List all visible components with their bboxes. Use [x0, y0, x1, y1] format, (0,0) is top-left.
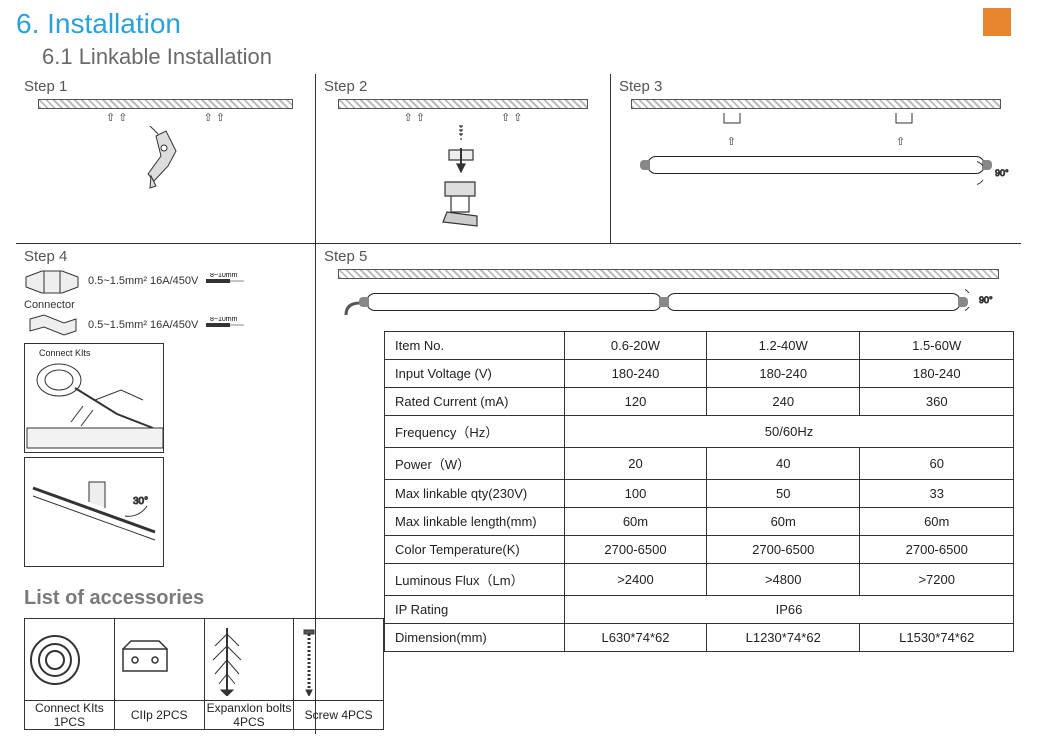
- spec-cell: L630*74*62: [565, 624, 707, 652]
- acc-label: Connect KIts 1PCS: [25, 701, 115, 730]
- spec-row-label: Luminous Flux（Lm）: [385, 564, 565, 596]
- spec-cell: 40: [706, 448, 860, 480]
- svg-text:90°: 90°: [995, 168, 1009, 178]
- spec-row-label: Rated Current (mA): [385, 388, 565, 416]
- step-5: Step 5 90° Item No.0.6-20W1.2-40W1.5-60W…: [316, 244, 1021, 734]
- rotation-icon: 90°: [977, 158, 1015, 192]
- step-3: Step 3 ⇧⇧ 90°: [611, 74, 1021, 244]
- spec-cell: 2700-6500: [706, 536, 860, 564]
- connector-b-icon: [24, 313, 82, 337]
- spec-text: 0.5~1.5mm² 16A/450V: [88, 275, 198, 287]
- acc-label: Expanxlon bolts 4PCS: [204, 701, 294, 730]
- spec-row-label: Input Voltage (V): [385, 360, 565, 388]
- step-4: Step 4 0.5~1.5mm² 16A/450V 8~10mm Connec…: [16, 244, 316, 734]
- ceiling: [38, 99, 293, 109]
- spec-cell: 60m: [706, 508, 860, 536]
- spec-cell: 0.6-20W: [565, 332, 707, 360]
- arrows: ⇧⇧: [619, 135, 1013, 148]
- spec-cell: >4800: [706, 564, 860, 596]
- spec-cell: >2400: [565, 564, 707, 596]
- spec-cell: 180-240: [706, 360, 860, 388]
- steps-row-2: Step 4 0.5~1.5mm² 16A/450V 8~10mm Connec…: [16, 244, 1033, 734]
- spec-text: 0.5~1.5mm² 16A/450V: [88, 319, 198, 331]
- step-2-label: Step 2: [324, 78, 602, 95]
- spec-row-label: Dimension(mm): [385, 624, 565, 652]
- step-5-label: Step 5: [324, 248, 1013, 265]
- accessories-title: List of accessories: [24, 587, 307, 610]
- spec-row-label: Item No.: [385, 332, 565, 360]
- spec-cell: 60m: [860, 508, 1014, 536]
- fixture: [647, 156, 986, 174]
- spec-cell: 60: [860, 448, 1014, 480]
- step-2: Step 2 ⇧ ⇧⇧ ⇧: [316, 74, 611, 244]
- orange-square: [983, 8, 1011, 36]
- svg-text:8~10mm: 8~10mm: [210, 273, 238, 279]
- spec-table: Item No.0.6-20W1.2-40W1.5-60W Input Volta…: [384, 331, 1014, 652]
- spec-cell: 180-240: [860, 360, 1014, 388]
- steps-row-1: Step 1 ⇧ ⇧⇧ ⇧ Step 2 ⇧ ⇧⇧ ⇧: [16, 74, 1033, 244]
- section-title: 6. Installation: [16, 8, 1033, 40]
- spec-cell: L1530*74*62: [860, 624, 1014, 652]
- spec-cell: >7200: [860, 564, 1014, 596]
- svg-text:8~10mm: 8~10mm: [210, 317, 238, 323]
- svg-text:30°: 30°: [133, 496, 148, 507]
- ceiling: [631, 99, 1001, 109]
- spec-cell: IP66: [565, 596, 1014, 624]
- spec-cell: 180-240: [565, 360, 707, 388]
- fixture: [666, 293, 962, 311]
- spec-row-label: Power（W）: [385, 448, 565, 480]
- rotation-icon: 90°: [965, 285, 999, 319]
- spec-cell: 50/60Hz: [565, 416, 1014, 448]
- acc-icon-expansion-bolt: [204, 619, 294, 701]
- spec-cell: 240: [706, 388, 860, 416]
- spec-cell: 60m: [565, 508, 707, 536]
- spec-cell: 120: [565, 388, 707, 416]
- ceiling: [338, 99, 588, 109]
- svg-text:90°: 90°: [979, 295, 993, 305]
- subsection-title: 6.1 Linkable Installation: [42, 44, 1033, 70]
- arrows: ⇧ ⇧⇧ ⇧: [324, 111, 602, 124]
- arrows: ⇧ ⇧⇧ ⇧: [24, 111, 307, 124]
- spec-row-label: IP Rating: [385, 596, 565, 624]
- step-3-label: Step 3: [619, 78, 1013, 95]
- spec-cell: 2700-6500: [860, 536, 1014, 564]
- spec-row-label: Frequency（Hz）: [385, 416, 565, 448]
- clip-angle-diagram: 30°: [24, 457, 164, 567]
- spec-cell: 360: [860, 388, 1014, 416]
- spec-row-label: Max linkable qty(230V): [385, 480, 565, 508]
- spec-row-label: Color Temperature(K): [385, 536, 565, 564]
- spec-cell: L1230*74*62: [706, 624, 860, 652]
- spec-cell: 33: [860, 480, 1014, 508]
- acc-icon-connect-kits: [25, 619, 115, 701]
- acc-icon-clip: [114, 619, 204, 701]
- spec-cell: 2700-6500: [565, 536, 707, 564]
- spec-cell: 20: [565, 448, 707, 480]
- spec-cell: 1.5-60W: [860, 332, 1014, 360]
- step-4-label: Step 4: [24, 248, 307, 265]
- wire-strip-icon: 8~10mm: [204, 273, 246, 289]
- connect-kits-diagram: Connect KIts: [24, 343, 164, 453]
- spec-cell: 50: [706, 480, 860, 508]
- ceiling: [338, 269, 999, 279]
- step-1: Step 1 ⇧ ⇧⇧ ⇧: [16, 74, 316, 244]
- connector-a-icon: [24, 267, 82, 295]
- wire-strip-icon: 8~10mm: [204, 317, 246, 333]
- anchor-clip-icon: [403, 124, 523, 234]
- connector-label: Connector: [24, 299, 307, 311]
- step-1-label: Step 1: [24, 78, 307, 95]
- spec-row-label: Max linkable length(mm): [385, 508, 565, 536]
- fixture: [366, 293, 662, 311]
- spec-cell: 1.2-40W: [706, 332, 860, 360]
- acc-label: CIIp 2PCS: [114, 701, 204, 730]
- drill-icon: [126, 126, 206, 216]
- spec-cell: 100: [565, 480, 707, 508]
